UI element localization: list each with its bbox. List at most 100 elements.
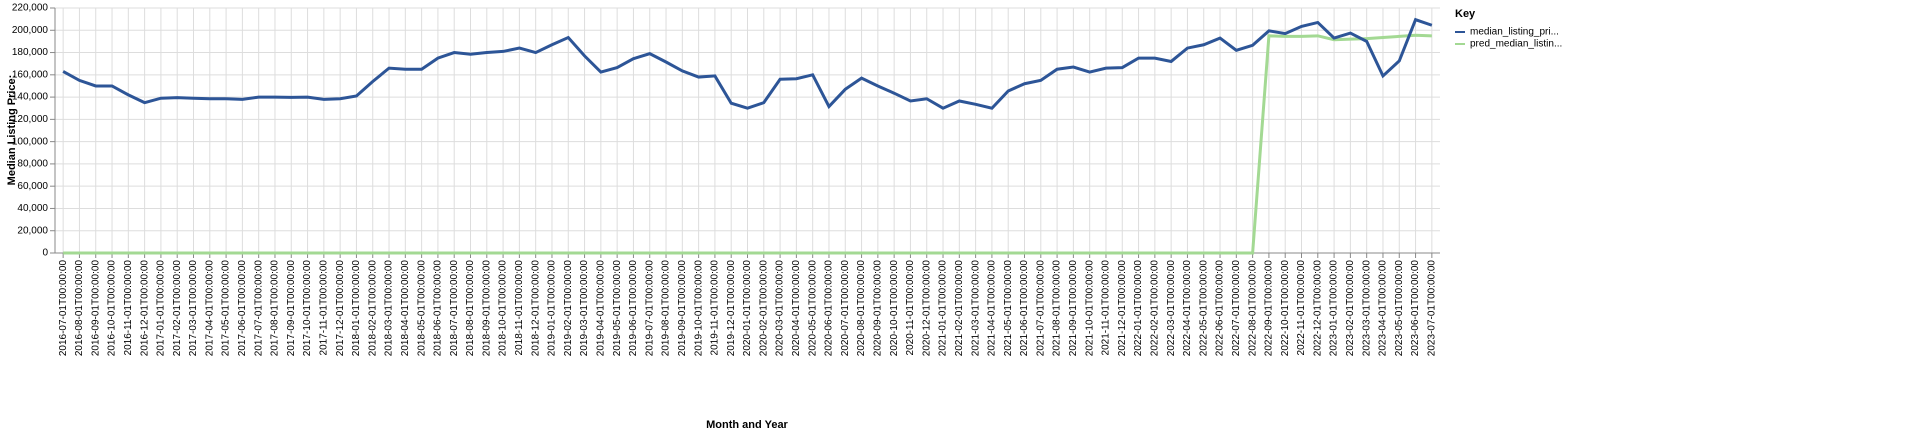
x-tick-label: 2018-10-01T00:00:00 xyxy=(498,260,509,357)
y-tick-label: 60,000 xyxy=(17,181,48,192)
x-tick-label: 2023-01-01T00:00:00 xyxy=(1329,260,1340,357)
x-tick-label: 2022-02-01T00:00:00 xyxy=(1149,260,1160,357)
legend-label: pred_median_listin... xyxy=(1470,39,1562,50)
x-tick-label: 2016-12-01T00:00:00 xyxy=(139,260,150,357)
x-tick-label: 2020-11-01T00:00:00 xyxy=(905,260,916,356)
x-tick-label: 2022-07-01T00:00:00 xyxy=(1231,260,1242,357)
x-tick-label: 2019-06-01T00:00:00 xyxy=(628,260,639,357)
x-tick-label: 2018-05-01T00:00:00 xyxy=(416,260,427,357)
x-tick-label: 2022-09-01T00:00:00 xyxy=(1264,260,1275,357)
x-tick-label: 2017-04-01T00:00:00 xyxy=(204,260,215,357)
x-tick-label: 2018-07-01T00:00:00 xyxy=(449,260,460,357)
x-tick-label: 2018-08-01T00:00:00 xyxy=(465,260,476,357)
x-tick-label: 2017-05-01T00:00:00 xyxy=(221,260,232,357)
y-tick-label: 200,000 xyxy=(12,25,49,36)
x-tick-label: 2020-02-01T00:00:00 xyxy=(758,260,769,357)
x-tick-label: 2017-02-01T00:00:00 xyxy=(172,260,183,357)
x-tick-label: 2023-05-01T00:00:00 xyxy=(1394,260,1405,357)
x-tick-label: 2020-10-01T00:00:00 xyxy=(889,260,900,357)
legend-title: Key xyxy=(1455,8,1476,20)
x-tick-label: 2021-12-01T00:00:00 xyxy=(1117,260,1128,357)
x-tick-label: 2021-05-01T00:00:00 xyxy=(1003,260,1014,357)
x-tick-label: 2018-02-01T00:00:00 xyxy=(367,260,378,357)
x-tick-label: 2020-05-01T00:00:00 xyxy=(807,260,818,357)
x-tick-label: 2019-03-01T00:00:00 xyxy=(579,260,590,357)
x-tick-label: 2018-06-01T00:00:00 xyxy=(433,260,444,357)
x-tick-label: 2023-06-01T00:00:00 xyxy=(1410,260,1421,357)
x-tick-label: 2016-07-01T00:00:00 xyxy=(58,260,69,357)
x-tick-label: 2022-04-01T00:00:00 xyxy=(1182,260,1193,357)
y-tick-label: 160,000 xyxy=(12,69,49,80)
x-tick-label: 2018-03-01T00:00:00 xyxy=(384,260,395,357)
y-tick-label: 20,000 xyxy=(17,225,48,236)
y-tick-label: 120,000 xyxy=(12,114,49,125)
x-tick-label: 2016-09-01T00:00:00 xyxy=(90,260,101,357)
x-tick-label: 2018-12-01T00:00:00 xyxy=(530,260,541,357)
x-tick-label: 2017-12-01T00:00:00 xyxy=(335,260,346,357)
x-tick-label: 2016-08-01T00:00:00 xyxy=(74,260,85,357)
x-tick-label: 2017-06-01T00:00:00 xyxy=(237,260,248,357)
y-tick-label: 40,000 xyxy=(17,203,48,214)
x-tick-label: 2022-10-01T00:00:00 xyxy=(1280,260,1291,357)
x-tick-label: 2023-03-01T00:00:00 xyxy=(1361,260,1372,357)
y-tick-label: 140,000 xyxy=(12,92,49,103)
x-tick-label: 2021-09-01T00:00:00 xyxy=(1068,260,1079,357)
x-tick-label: 2022-08-01T00:00:00 xyxy=(1247,260,1258,357)
x-tick-label: 2023-02-01T00:00:00 xyxy=(1345,260,1356,357)
x-tick-label: 2020-12-01T00:00:00 xyxy=(921,260,932,357)
x-tick-label: 2016-11-01T00:00:00 xyxy=(123,260,134,356)
x-tick-label: 2019-12-01T00:00:00 xyxy=(726,260,737,357)
legend-label: median_listing_pri... xyxy=(1470,27,1559,38)
series-line xyxy=(62,17,1433,110)
x-tick-label: 2019-11-01T00:00:00 xyxy=(710,260,721,356)
x-tick-label: 2017-09-01T00:00:00 xyxy=(286,260,297,357)
x-tick-label: 2022-05-01T00:00:00 xyxy=(1198,260,1209,357)
x-tick-label: 2021-04-01T00:00:00 xyxy=(987,260,998,357)
x-tick-label: 2021-06-01T00:00:00 xyxy=(1019,260,1030,357)
x-tick-label: 2020-07-01T00:00:00 xyxy=(840,260,851,357)
x-tick-label: 2016-10-01T00:00:00 xyxy=(107,260,118,357)
x-tick-label: 2018-04-01T00:00:00 xyxy=(400,260,411,357)
x-tick-label: 2019-04-01T00:00:00 xyxy=(595,260,606,357)
x-tick-label: 2022-12-01T00:00:00 xyxy=(1312,260,1323,357)
x-tick-label: 2021-01-01T00:00:00 xyxy=(938,260,949,357)
x-tick-label: 2020-09-01T00:00:00 xyxy=(872,260,883,357)
x-tick-label: 2017-01-01T00:00:00 xyxy=(156,260,167,357)
x-tick-label: 2019-01-01T00:00:00 xyxy=(547,260,558,357)
series-line xyxy=(63,33,1432,255)
x-tick-label: 2019-07-01T00:00:00 xyxy=(644,260,655,357)
x-tick-label: 2019-10-01T00:00:00 xyxy=(693,260,704,357)
x-tick-label: 2018-01-01T00:00:00 xyxy=(351,260,362,357)
y-tick-label: 100,000 xyxy=(12,136,49,147)
x-tick-label: 2022-01-01T00:00:00 xyxy=(1133,260,1144,357)
x-tick-label: 2017-07-01T00:00:00 xyxy=(253,260,264,357)
x-tick-label: 2022-03-01T00:00:00 xyxy=(1166,260,1177,357)
x-tick-label: 2019-05-01T00:00:00 xyxy=(612,260,623,357)
x-axis-title: Month and Year xyxy=(706,419,788,431)
x-tick-label: 2023-07-01T00:00:00 xyxy=(1426,260,1437,357)
x-tick-label: 2017-08-01T00:00:00 xyxy=(270,260,281,357)
x-tick-label: 2021-08-01T00:00:00 xyxy=(1052,260,1063,357)
y-tick-label: 80,000 xyxy=(17,159,48,170)
x-tick-label: 2023-04-01T00:00:00 xyxy=(1378,260,1389,357)
x-tick-label: 2021-10-01T00:00:00 xyxy=(1084,260,1095,357)
x-tick-label: 2020-08-01T00:00:00 xyxy=(856,260,867,357)
x-tick-label: 2017-10-01T00:00:00 xyxy=(302,260,313,357)
x-tick-label: 2019-02-01T00:00:00 xyxy=(563,260,574,357)
y-tick-label: 0 xyxy=(42,248,48,259)
x-tick-label: 2020-03-01T00:00:00 xyxy=(775,260,786,357)
x-tick-label: 2022-06-01T00:00:00 xyxy=(1215,260,1226,357)
x-tick-label: 2020-04-01T00:00:00 xyxy=(791,260,802,357)
x-tick-label: 2022-11-01T00:00:00 xyxy=(1296,260,1307,356)
x-tick-label: 2021-11-01T00:00:00 xyxy=(1101,260,1112,356)
x-tick-label: 2019-08-01T00:00:00 xyxy=(661,260,672,357)
y-axis-title: Median Listing Price: xyxy=(6,75,18,186)
x-tick-label: 2021-03-01T00:00:00 xyxy=(970,260,981,357)
x-tick-label: 2018-11-01T00:00:00 xyxy=(514,260,525,356)
x-tick-label: 2019-09-01T00:00:00 xyxy=(677,260,688,357)
y-tick-label: 220,000 xyxy=(12,3,49,14)
x-tick-label: 2018-09-01T00:00:00 xyxy=(481,260,492,357)
x-tick-label: 2020-01-01T00:00:00 xyxy=(742,260,753,357)
y-tick-label: 180,000 xyxy=(12,47,49,58)
